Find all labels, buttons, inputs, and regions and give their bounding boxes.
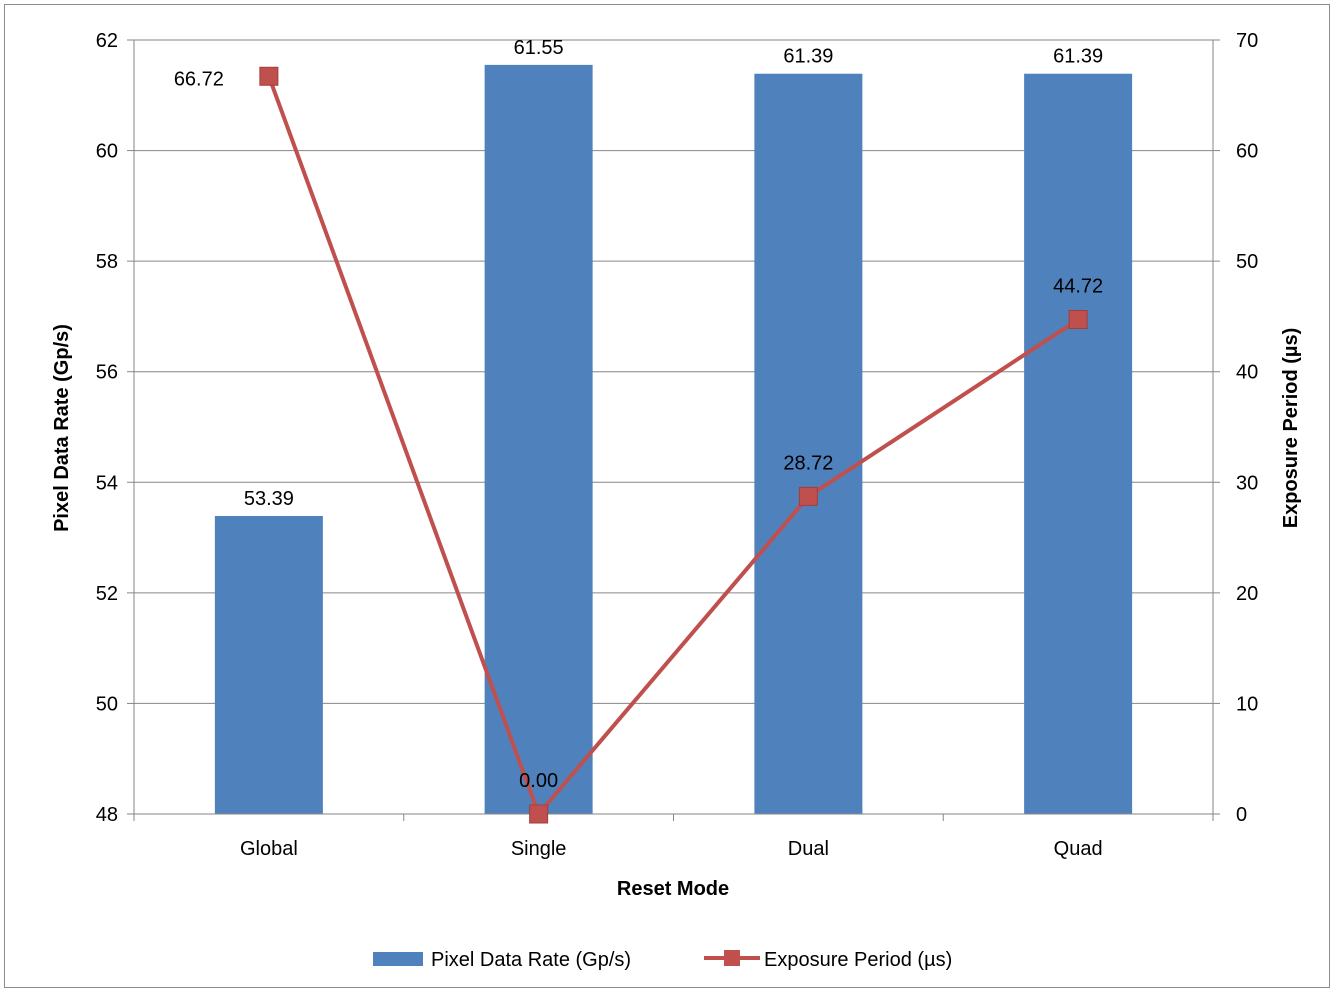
x-tick-label: Dual (788, 838, 829, 860)
bar-dual (754, 73, 863, 814)
line-data-label: 0.00 (519, 770, 558, 792)
y-axis-title-right: Exposure Period (µs) (1280, 328, 1302, 528)
x-tick-label: Single (511, 838, 567, 860)
data-labels: 53.39 61.55 61.39 61.39 66.72 0.00 28.72 44.72 (174, 37, 1103, 792)
bar-single (484, 64, 593, 815)
line-data-label: 44.72 (1053, 276, 1103, 298)
y-tick-label-left: 54 (96, 472, 118, 494)
x-axis-title: Reset Mode (617, 878, 729, 900)
bar-data-label: 53.39 (244, 488, 294, 510)
y-tick-label-right: 0 (1236, 804, 1247, 826)
legend-label-bar: Pixel Data Rate (Gp/s) (431, 949, 631, 971)
y-tick-label-right: 20 (1236, 583, 1258, 605)
y-tick-label-left: 50 (96, 693, 118, 715)
exposure-period-line (266, 75, 1080, 816)
y-tick-label-right: 10 (1236, 693, 1258, 715)
y-tick-label-right: 60 (1236, 141, 1258, 163)
bar-series (214, 64, 1133, 815)
bar-data-label: 61.39 (1053, 46, 1103, 68)
line-point-marker (798, 486, 818, 506)
line-point-marker (529, 804, 549, 824)
y-tick-label-left: 56 (96, 362, 118, 384)
x-tick-label: Global (240, 838, 298, 860)
y-tick-label-left: 52 (96, 583, 118, 605)
line-data-label: 66.72 (174, 68, 224, 90)
line-data-label: 28.72 (783, 452, 833, 474)
bar-data-label: 61.39 (783, 46, 833, 68)
legend: Pixel Data Rate (Gp/s) Exposure Period (… (373, 949, 952, 971)
y-axis-title-left: Pixel Data Rate (Gp/s) (51, 324, 73, 532)
y-tick-label-left: 58 (96, 251, 118, 273)
line-point-marker (259, 66, 279, 86)
bar-data-label: 61.55 (514, 37, 564, 59)
line-point-marker (1068, 310, 1088, 330)
bar-quad (1024, 73, 1133, 814)
y-tick-label-left: 48 (96, 804, 118, 826)
y-tick-label-left: 62 (96, 30, 118, 52)
bar-global (214, 516, 323, 814)
y-tick-label-right: 40 (1236, 362, 1258, 384)
y-tick-label-left: 60 (96, 141, 118, 163)
legend-swatch-bar (373, 952, 423, 966)
y-tick-label-right: 50 (1236, 251, 1258, 273)
axes: 48 50 52 54 56 58 60 62 0 10 20 30 40 50 60 70 Global Sin… (96, 30, 1259, 860)
line-series (259, 66, 1088, 824)
legend-label-line: Exposure Period (µs) (764, 949, 952, 971)
y-tick-label-right: 70 (1236, 30, 1258, 52)
x-tick-label: Quad (1054, 838, 1103, 860)
y-tick-label-right: 30 (1236, 472, 1258, 494)
legend-marker-square (724, 950, 740, 966)
